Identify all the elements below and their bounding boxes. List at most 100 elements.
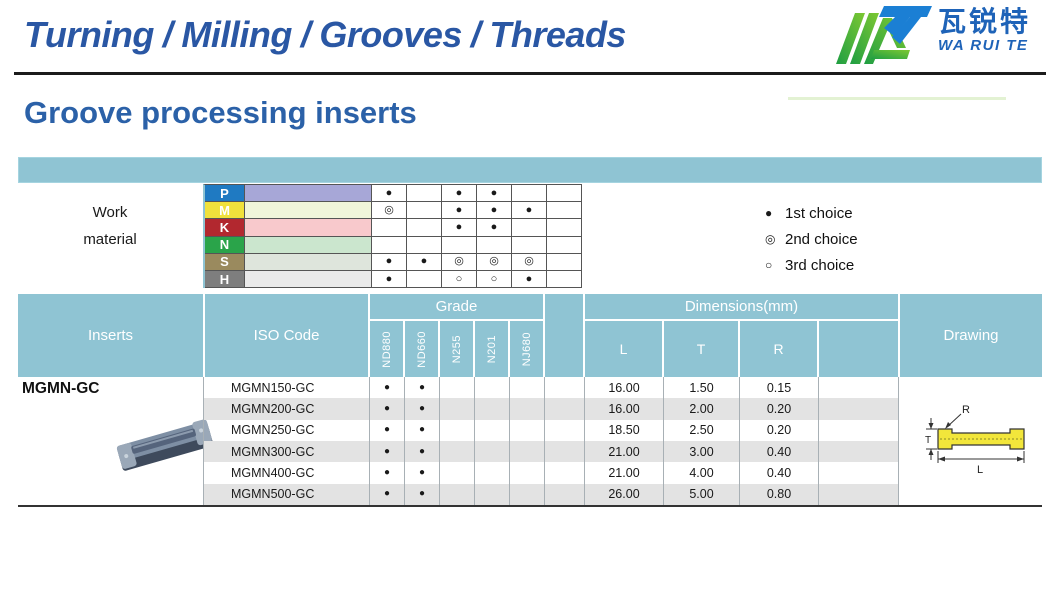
grade-mark-cell xyxy=(545,398,585,420)
iso-code-cell: MGMN250-GC xyxy=(204,419,370,441)
table-row: MGMN250-GC ● ● 18.50 2.50 0.20 xyxy=(204,419,899,441)
dim-T-cell: 5.00 xyxy=(664,483,740,505)
dim-empty-cell xyxy=(819,398,899,420)
page-title: Groove processing inserts xyxy=(24,95,417,130)
choice-mark xyxy=(512,236,547,254)
grade-mark-cell: ● xyxy=(370,483,405,505)
dim-R-cell: 0.20 xyxy=(740,419,819,441)
grade-col-label: N255 xyxy=(450,334,463,364)
insert-family-name: MGMN-GC xyxy=(22,380,100,397)
grade-mark-cell: ● xyxy=(370,419,405,441)
grade-mark-cell: ● xyxy=(405,483,440,505)
choice-mark: ● xyxy=(477,202,512,220)
choice-mark xyxy=(407,219,442,237)
choice-mark xyxy=(547,185,582,203)
dim-col-R: R xyxy=(740,321,817,377)
first-choice-icon: ● xyxy=(765,206,773,220)
section-banner xyxy=(18,157,1042,183)
dim-empty-cell xyxy=(819,462,899,484)
work-material-row-S: S ● ● ◎ ◎ ◎ xyxy=(205,253,582,271)
grade-mark-cell xyxy=(510,419,545,441)
iso-code-cell: MGMN400-GC xyxy=(204,462,370,484)
grade-col-n255: N255 xyxy=(440,321,473,377)
grade-mark-cell xyxy=(475,419,510,441)
grade-mark-cell xyxy=(510,462,545,484)
grade-col-nj680: NJ680 xyxy=(510,321,543,377)
grade-mark-cell xyxy=(510,483,545,505)
choice-mark: ◎ xyxy=(512,253,547,271)
nav-separator: / xyxy=(162,14,173,55)
choice-mark: ○ xyxy=(477,270,512,289)
choice-mark: ◎ xyxy=(477,253,512,271)
choice-mark xyxy=(547,236,582,254)
dim-empty-cell xyxy=(819,377,899,399)
choice-mark xyxy=(407,236,442,254)
dim-L-cell: 21.00 xyxy=(585,462,664,484)
nav-item-threads: Threads xyxy=(489,14,626,55)
grade-mark-cell: ● xyxy=(405,440,440,463)
material-letter-M: M xyxy=(205,202,245,220)
choice-mark xyxy=(512,185,547,203)
grade-mark-cell: ● xyxy=(370,440,405,463)
legend-label: 1st choice xyxy=(785,204,853,222)
table-row: MGMN300-GC ● ● 21.00 3.00 0.40 xyxy=(204,440,899,463)
dim-empty-cell xyxy=(819,483,899,505)
material-letter-H: H xyxy=(205,270,245,289)
dim-R-cell: 0.40 xyxy=(740,440,819,463)
dim-L-cell: 16.00 xyxy=(585,398,664,420)
choice-mark: ● xyxy=(372,253,407,271)
work-material-row-P: P ● ● ● xyxy=(205,185,582,203)
top-nav-headline: Turning / Milling / Grooves / Threads xyxy=(24,14,626,56)
dim-T-cell: 4.00 xyxy=(664,462,740,484)
legend-item-3rd: ○ 3rd choice xyxy=(765,252,858,278)
dim-col-L: L xyxy=(585,321,662,377)
dim-col-T: T xyxy=(664,321,738,377)
work-material-line2: material xyxy=(83,231,137,248)
grade-mark-cell xyxy=(440,483,475,505)
choice-mark: ● xyxy=(407,253,442,271)
table-row: MGMN200-GC ● ● 16.00 2.00 0.20 xyxy=(204,398,899,420)
work-material-row-H: H ● ○ ○ ● xyxy=(205,270,582,289)
choice-mark xyxy=(477,236,512,254)
dim-R-cell: 0.15 xyxy=(740,377,819,399)
table-rows: MGMN150-GC ● ● 16.00 1.50 0.15 MGMN200-GC ● ● 16… xyxy=(203,377,899,505)
choice-mark: ● xyxy=(477,185,512,203)
grade-mark-cell: ● xyxy=(405,377,440,399)
grade-col-label: ND660 xyxy=(415,330,428,368)
table-row: MGMN500-GC ● ● 26.00 5.00 0.80 xyxy=(204,483,899,505)
material-letter-N: N xyxy=(205,236,245,254)
drawing-label-R: R xyxy=(962,404,970,416)
choice-mark xyxy=(547,219,582,237)
nav-item-grooves: Grooves xyxy=(319,14,462,55)
material-band-S xyxy=(245,253,372,271)
legend-label: 2nd choice xyxy=(785,230,858,248)
grade-mark-cell: ● xyxy=(370,462,405,484)
dim-L-cell: 16.00 xyxy=(585,377,664,399)
third-choice-icon: ○ xyxy=(765,258,773,272)
dim-R-cell: 0.80 xyxy=(740,483,819,505)
brand-name-english: WA RUI TE xyxy=(938,37,1029,54)
insert-dimension-drawing: R T L xyxy=(924,401,1044,484)
choice-mark: ● xyxy=(372,270,407,289)
choice-mark xyxy=(407,202,442,220)
grade-mark-cell xyxy=(440,462,475,484)
grade-mark-cell xyxy=(440,398,475,420)
grade-mark-cell xyxy=(510,440,545,463)
choice-mark xyxy=(547,253,582,271)
grade-mark-cell: ● xyxy=(405,419,440,441)
work-material-line1: Work xyxy=(92,204,128,221)
dim-L-cell: 18.50 xyxy=(585,419,664,441)
choice-mark xyxy=(407,185,442,203)
nav-separator: / xyxy=(470,14,481,55)
brand-wordmark: 瓦锐特 WA RUI TE xyxy=(938,6,1031,54)
brand-name-chinese: 瓦锐特 xyxy=(938,6,1032,37)
choice-mark: ● xyxy=(442,185,477,203)
table-bottom-rule xyxy=(18,505,1042,507)
iso-code-cell: MGMN150-GC xyxy=(204,377,370,399)
grade-mark-cell: ● xyxy=(405,398,440,420)
choice-mark xyxy=(372,236,407,254)
column-header-grade: Grade xyxy=(370,294,543,319)
grade-col-label: NJ680 xyxy=(520,331,533,367)
table-row: MGMN150-GC ● ● 16.00 1.50 0.15 xyxy=(204,377,899,399)
material-band-M xyxy=(245,202,372,220)
